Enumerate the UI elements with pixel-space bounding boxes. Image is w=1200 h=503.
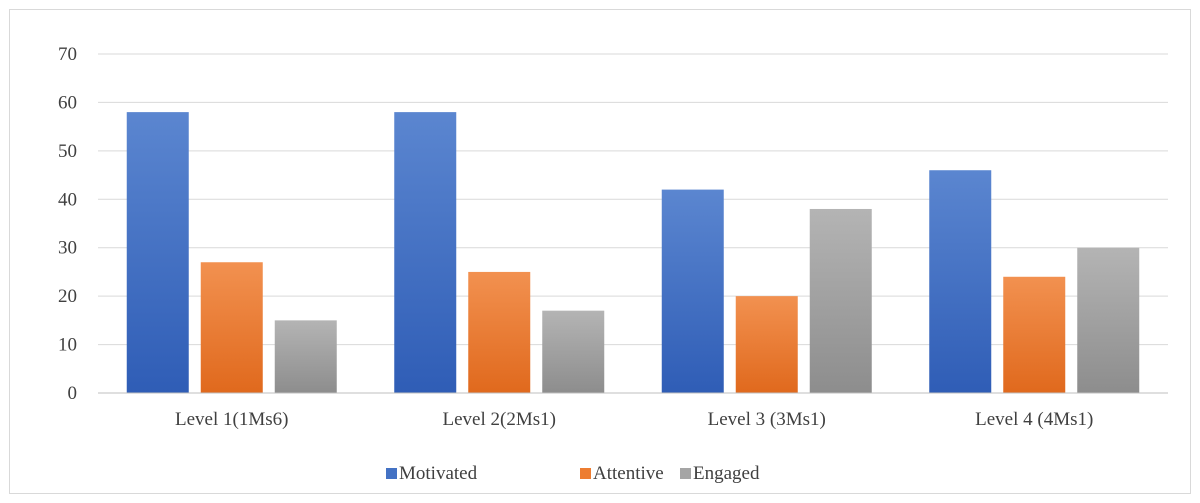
legend-swatch-attentive [580,468,591,479]
bars [126,112,1140,393]
legend-label-attentive: Attentive [593,463,664,484]
x-tick-label: Level 3 (3Ms1) [708,409,826,430]
y-tick-label: 70 [58,44,77,65]
bar-attentive [200,262,263,393]
legend-swatch-motivated [386,468,397,479]
legend-label-engaged: Engaged [693,463,760,484]
bar-engaged [809,208,872,393]
y-tick-label: 50 [58,141,77,162]
bar-attentive [468,271,531,393]
bar-engaged [274,320,337,393]
y-tick-label: 60 [58,92,77,113]
x-tick-label: Level 1(1Ms6) [175,409,288,430]
x-tick-label: Level 4 (4Ms1) [975,409,1093,430]
x-tick-label: Level 2(2Ms1) [443,409,556,430]
bar-motivated [661,189,724,393]
bar-attentive [1003,276,1066,393]
y-tick-label: 0 [68,383,78,404]
legend-label-motivated: Motivated [399,463,478,484]
bar-engaged [542,310,605,393]
x-axis: Level 1(1Ms6) Level 2(2Ms1) Level 3 (3Ms1)… [98,392,1168,430]
bar-motivated [929,170,992,393]
y-tick-label: 40 [58,189,77,210]
y-axis: 0 10 20 30 40 50 60 70 [58,44,77,404]
legend-swatch-engaged [680,468,691,479]
y-tick-label: 30 [58,238,77,259]
chart-frame [9,9,1191,494]
legend: Motivated Attentive Engaged [386,463,760,484]
y-tick-label: 20 [58,286,77,307]
bar-motivated [394,112,457,393]
y-tick-label: 10 [58,335,77,356]
bar-engaged [1077,247,1140,393]
bar-attentive [735,296,798,393]
bar-motivated [126,112,189,393]
